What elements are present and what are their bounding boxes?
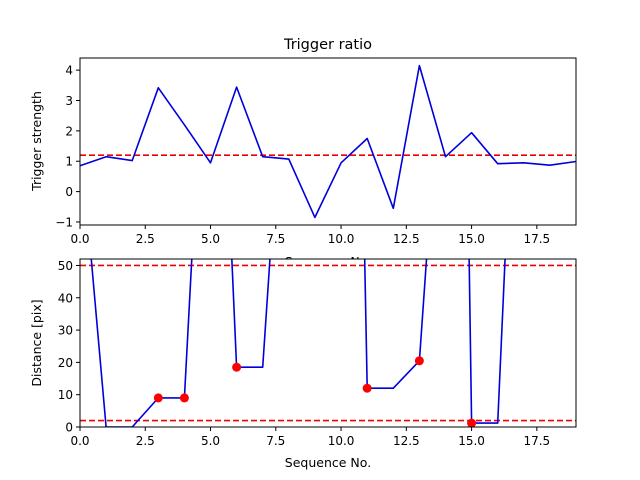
bottom-data-marker bbox=[467, 418, 477, 427]
bottom-x-tick-label: 15.0 bbox=[458, 434, 485, 448]
top-x-ticks: 0.0 2.5 5.0 7.5 10.0 12.5 15.0 17.5 bbox=[70, 225, 550, 246]
top-chart-title: Trigger ratio bbox=[283, 37, 372, 53]
bottom-y-ticks: 0 10 20 30 40 50 bbox=[58, 259, 80, 435]
bottom-data-marker bbox=[153, 393, 163, 403]
bottom-x-tick-label: 2.5 bbox=[136, 434, 155, 448]
bottom-data-marker bbox=[179, 393, 189, 403]
top-y-tick-label: 4 bbox=[65, 64, 73, 78]
top-y-tick-label: 3 bbox=[65, 94, 73, 108]
bottom-x-tick-label: 0.0 bbox=[70, 434, 89, 448]
top-x-tick-label: 12.5 bbox=[393, 232, 420, 246]
bottom-y-tick-label: 0 bbox=[65, 421, 73, 435]
top-x-tick-label: 17.5 bbox=[523, 232, 550, 246]
bottom-x-axis-label: Sequence No. bbox=[285, 455, 371, 470]
top-x-tick-label: 15.0 bbox=[458, 232, 485, 246]
top-x-tick-label: 5.0 bbox=[201, 232, 220, 246]
top-x-tick-label: 7.5 bbox=[266, 232, 285, 246]
bottom-x-tick-label: 5.0 bbox=[201, 434, 220, 448]
bottom-data-marker bbox=[362, 383, 372, 393]
bottom-threshold-lines bbox=[80, 264, 576, 422]
bottom-x-tick-label: 17.5 bbox=[523, 434, 550, 448]
top-y-ticks: −1 0 1 2 3 4 bbox=[55, 64, 80, 229]
top-axes-frame bbox=[79, 57, 577, 226]
top-series-line bbox=[79, 64, 577, 219]
bottom-x-ticks: 0.0 2.5 5.0 7.5 10.0 12.5 15.0 17.5 bbox=[70, 427, 550, 448]
bottom-x-tick-label: 10.0 bbox=[328, 434, 355, 448]
bottom-data-marker bbox=[414, 356, 424, 366]
bottom-series-line bbox=[90, 259, 506, 427]
top-y-axis-label: Trigger strength bbox=[29, 91, 44, 192]
bottom-axes-frame bbox=[79, 258, 577, 428]
bottom-data-marker bbox=[232, 362, 242, 372]
bottom-y-axis-label: Distance [pix] bbox=[29, 299, 44, 386]
top-y-tick-label: 1 bbox=[65, 155, 73, 169]
bottom-y-tick-label: 40 bbox=[58, 291, 73, 305]
bottom-y-tick-label: 10 bbox=[58, 388, 73, 402]
bottom-x-tick-label: 7.5 bbox=[266, 434, 285, 448]
top-x-tick-label: 0.0 bbox=[70, 232, 89, 246]
bottom-y-tick-label: 50 bbox=[58, 259, 73, 273]
bottom-subplot: Distance [pix] Sequence No. 0.0 2.5 5.0 7.5… bbox=[29, 258, 577, 470]
top-y-tick-label: −1 bbox=[55, 215, 73, 229]
bottom-y-tick-label: 20 bbox=[58, 356, 73, 370]
bottom-x-tick-label: 12.5 bbox=[393, 434, 420, 448]
top-subplot: Trigger ratio Trigger strength Sequence … bbox=[29, 37, 577, 269]
bottom-y-tick-label: 30 bbox=[58, 324, 73, 338]
bottom-markers bbox=[153, 356, 477, 427]
top-x-tick-label: 10.0 bbox=[328, 232, 355, 246]
top-x-tick-label: 2.5 bbox=[136, 232, 155, 246]
top-y-tick-label: 0 bbox=[65, 185, 73, 199]
top-y-tick-label: 2 bbox=[65, 124, 73, 138]
